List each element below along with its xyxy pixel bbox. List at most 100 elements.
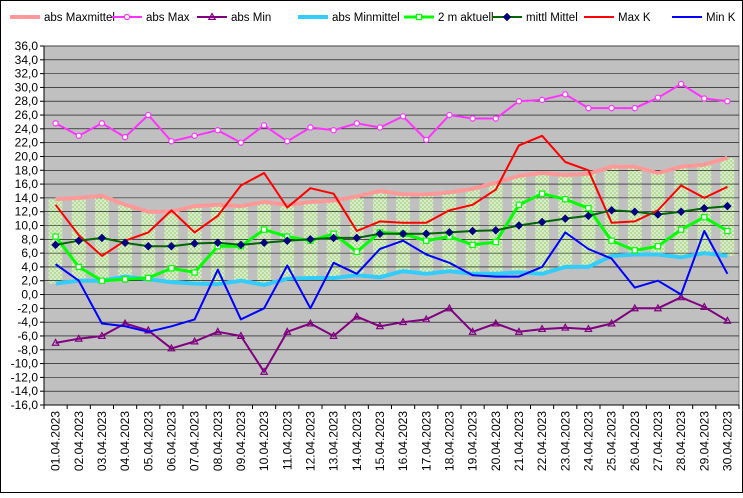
data-point — [724, 98, 731, 105]
series-abs-maxmittel — [55, 155, 728, 214]
x-tick-label: 22.04.2023 — [535, 411, 549, 471]
data-point — [585, 104, 592, 112]
data-point — [75, 263, 82, 271]
series-line — [55, 83, 728, 144]
data-point — [469, 115, 476, 122]
data-point — [468, 327, 477, 335]
data-point — [446, 111, 453, 119]
data-point — [213, 238, 223, 248]
data-point — [515, 98, 523, 105]
data-point — [352, 311, 361, 320]
legend-label: abs Min — [231, 12, 271, 24]
data-point — [97, 331, 107, 339]
y-tick-label: 0,0 — [21, 288, 38, 302]
x-tick-label: 02.04.2023 — [72, 411, 86, 471]
x-tick-label: 01.04.2023 — [49, 411, 63, 471]
data-point — [98, 277, 106, 284]
x-tick-label: 21.04.2023 — [512, 411, 526, 471]
data-point — [167, 343, 176, 352]
data-point — [514, 327, 524, 335]
data-point — [630, 207, 640, 217]
data-point — [491, 318, 500, 327]
x-tick-label: 26.04.2023 — [628, 411, 642, 471]
legend-label: abs Maxmittel — [44, 12, 115, 24]
series-abs-max — [52, 80, 731, 146]
legend-item: abs Minmittel — [298, 12, 400, 24]
y-tick-label: 24,0 — [15, 122, 39, 136]
x-tick-label: 25.04.2023 — [605, 411, 619, 471]
x-tick-label: 12.04.2023 — [303, 411, 317, 471]
data-point — [145, 111, 152, 119]
y-tick-label: 36,0 — [15, 39, 39, 53]
data-point — [630, 303, 639, 312]
data-point — [492, 238, 499, 246]
data-point — [398, 317, 408, 326]
data-point — [329, 233, 338, 243]
x-tick-label: 04.04.2023 — [118, 411, 132, 471]
x-tick-label: 14.04.2023 — [350, 411, 364, 471]
data-point — [677, 226, 685, 233]
legend-label: Min K — [706, 12, 736, 24]
x-tick-label: 30.04.2023 — [720, 411, 734, 471]
data-point — [260, 122, 268, 129]
x-tick-label: 07.04.2023 — [188, 411, 202, 471]
y-tick-label: -16,0 — [11, 398, 39, 412]
data-point — [191, 132, 198, 139]
data-point — [537, 217, 547, 227]
data-point — [207, 12, 217, 20]
x-tick-label: 03.04.2023 — [95, 411, 109, 471]
data-point — [653, 210, 663, 219]
x-tick-label: 19.04.2023 — [466, 411, 480, 471]
data-point — [74, 236, 84, 246]
data-point — [214, 127, 221, 134]
data-point — [631, 104, 638, 112]
range-band — [581, 173, 596, 267]
data-point — [51, 338, 60, 346]
y-tick-label: 10,0 — [15, 219, 39, 233]
data-point — [700, 302, 709, 310]
series-line — [55, 230, 729, 333]
data-point — [502, 12, 512, 22]
data-point — [445, 228, 454, 237]
x-tick-label: 27.04.2023 — [651, 411, 665, 471]
data-point — [259, 238, 269, 248]
data-point — [52, 233, 59, 240]
data-point — [538, 190, 546, 197]
data-point — [608, 237, 615, 244]
x-tick-label: 16.04.2023 — [396, 411, 410, 471]
data-point — [537, 324, 547, 333]
data-point — [676, 207, 686, 217]
x-tick-label: 15.04.2023 — [373, 411, 387, 471]
series-lines — [51, 80, 732, 375]
y-tick-label: 6,0 — [21, 246, 38, 260]
y-tick-label: -4,0 — [17, 315, 38, 329]
data-point — [123, 13, 131, 21]
series-min-k — [55, 230, 729, 333]
data-point — [562, 91, 569, 98]
x-tick-label: 05.04.2023 — [141, 411, 155, 471]
data-point — [143, 241, 153, 251]
data-point — [121, 133, 129, 141]
x-tick-label: 20.04.2023 — [489, 411, 503, 471]
data-point — [236, 331, 246, 339]
series-line — [54, 134, 728, 257]
legend-item: abs Min — [197, 12, 271, 24]
data-point — [607, 205, 616, 215]
data-point — [353, 248, 360, 255]
data-point — [284, 138, 291, 145]
y-tick-label: 28,0 — [15, 94, 39, 108]
data-point — [701, 95, 708, 102]
data-point — [723, 201, 732, 211]
x-axis-ticks: 01.04.2023 02.04.2023 03.04.2023 04.04.2023… — [43, 404, 740, 471]
data-point — [701, 214, 708, 221]
data-point — [561, 323, 570, 331]
series-line — [55, 296, 728, 373]
data-point — [653, 303, 663, 312]
data-point — [677, 80, 685, 88]
y-tick-label: 34,0 — [15, 53, 39, 67]
legend-item: 2 m aktuell — [404, 12, 494, 24]
data-point — [307, 124, 314, 131]
data-point — [445, 303, 454, 312]
data-point — [676, 292, 686, 301]
